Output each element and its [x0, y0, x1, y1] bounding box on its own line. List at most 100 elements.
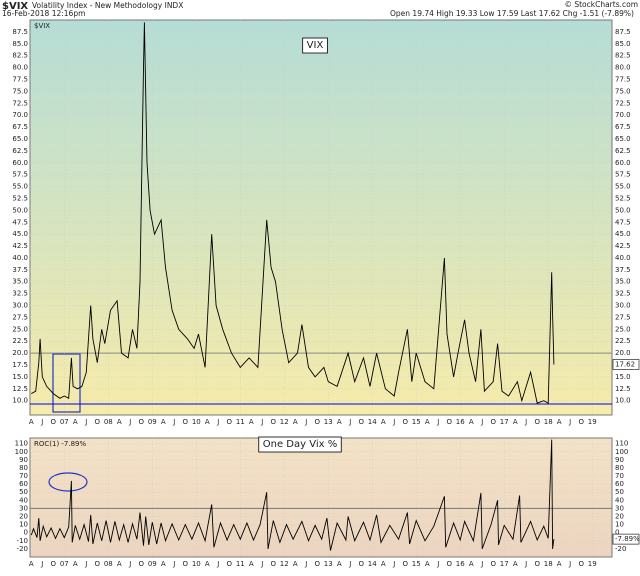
- x-tick-label: J: [568, 418, 571, 426]
- y-tick-label: 20.0: [12, 349, 28, 357]
- x-tick-label: O: [183, 418, 189, 426]
- y-tick-label: 70: [19, 472, 28, 480]
- index-name: Volatility Index - New Methodology INDX: [32, 1, 183, 10]
- x-tick-label: O: [534, 418, 540, 426]
- x-tick-label: A: [249, 418, 254, 426]
- y-tick-label: 47.5: [12, 218, 28, 226]
- y-tick-label: 20: [19, 513, 28, 521]
- last-value-label: 17.62: [615, 360, 635, 368]
- date: 16-Feb-2018 12:16pm: [2, 9, 85, 18]
- x-tick-label: A: [425, 560, 430, 568]
- x-tick-label: J: [40, 418, 43, 426]
- y-tick-label: 50: [19, 488, 28, 496]
- y-tick-label: 60.0: [615, 159, 631, 167]
- x-tick-label: 08: [104, 560, 113, 568]
- x-tick-label: 07: [60, 418, 69, 426]
- x-tick-label: A: [205, 418, 210, 426]
- x-tick-label: A: [337, 560, 342, 568]
- x-tick-label: A: [117, 418, 122, 426]
- x-tick-label: O: [578, 418, 584, 426]
- x-tick-label: A: [29, 560, 34, 568]
- y-tick-label: 72.5: [12, 99, 28, 107]
- x-tick-label: J: [40, 560, 43, 568]
- y-tick-label: -20: [17, 545, 28, 553]
- x-tick-label: O: [446, 560, 452, 568]
- y-tick-label: 60: [19, 480, 28, 488]
- y-tick-label: 10.0: [12, 397, 28, 405]
- x-tick-label: O: [139, 560, 145, 568]
- x-tick-label: 13: [324, 560, 333, 568]
- x-tick-label: 18: [544, 560, 553, 568]
- y-tick-label: 67.5: [12, 123, 28, 131]
- x-tick-label: 12: [280, 560, 289, 568]
- y-tick-label: 17.5: [12, 361, 28, 369]
- x-tick-label: O: [315, 560, 321, 568]
- data-line: [30, 439, 555, 551]
- x-tick-label: 09: [148, 560, 157, 568]
- y-tick-label: 80.0: [12, 64, 28, 72]
- y-tick-label: 57.5: [12, 171, 28, 179]
- y-tick-label: 100: [615, 448, 628, 456]
- y-tick-label: 60: [615, 480, 624, 488]
- y-tick-label: 75.0: [615, 87, 631, 95]
- y-tick-label: 15.0: [615, 373, 631, 381]
- y-tick-label: 45.0: [615, 230, 631, 238]
- y-tick-label: 82.5: [615, 52, 631, 60]
- x-tick-label: J: [172, 418, 175, 426]
- x-tick-label: 09: [148, 418, 157, 426]
- y-tick-label: 85.0: [615, 40, 631, 48]
- y-tick-label: 60.0: [12, 159, 28, 167]
- x-tick-label: J: [436, 418, 439, 426]
- y-tick-label: 47.5: [615, 218, 631, 226]
- y-tick-label: 20: [615, 513, 624, 521]
- x-tick-label: A: [557, 418, 562, 426]
- x-tick-label: J: [84, 418, 87, 426]
- x-tick-label: O: [227, 418, 233, 426]
- y-tick-label: 110: [15, 440, 28, 448]
- x-tick-label: 19: [588, 418, 597, 426]
- x-tick-label: O: [358, 418, 364, 426]
- x-tick-label: 10: [192, 418, 201, 426]
- y-tick-label: 32.5: [12, 290, 28, 298]
- x-tick-label: O: [402, 418, 408, 426]
- y-tick-label: 62.5: [12, 147, 28, 155]
- y-tick-label: 50.0: [615, 206, 631, 214]
- x-tick-label: A: [381, 560, 386, 568]
- y-tick-label: 72.5: [615, 99, 631, 107]
- x-tick-label: 16: [456, 560, 465, 568]
- y-tick-label: 55.0: [12, 183, 28, 191]
- y-tick-label: 110: [615, 440, 628, 448]
- source: © StockCharts.com: [564, 0, 638, 9]
- y-tick-label: 27.5: [615, 313, 631, 321]
- x-tick-label: J: [524, 560, 527, 568]
- title-box: [302, 37, 328, 54]
- y-tick-label: 30: [19, 504, 28, 512]
- y-tick-label: 70.0: [615, 111, 631, 119]
- y-tick-label: 80: [19, 464, 28, 472]
- y-tick-label: 55.0: [615, 183, 631, 191]
- y-tick-label: 65.0: [12, 135, 28, 143]
- x-tick-label: O: [358, 560, 364, 568]
- x-tick-label: O: [183, 560, 189, 568]
- x-tick-label: 19: [588, 560, 597, 568]
- last-value-box: [612, 533, 640, 545]
- y-tick-label: 30.0: [615, 302, 631, 310]
- y-tick-label: 27.5: [12, 313, 28, 321]
- x-tick-label: O: [490, 418, 496, 426]
- y-tick-label: 77.5: [12, 75, 28, 83]
- x-tick-label: 13: [324, 418, 333, 426]
- y-tick-label: 80.0: [615, 64, 631, 72]
- y-tick-label: 0: [615, 529, 619, 537]
- y-tick-label: 70.0: [12, 111, 28, 119]
- x-tick-label: J: [260, 560, 263, 568]
- data-line: [31, 22, 555, 404]
- x-tick-label: 15: [412, 418, 421, 426]
- x-tick-label: O: [227, 560, 233, 568]
- x-tick-label: A: [469, 560, 474, 568]
- y-tick-label: 70: [615, 472, 624, 480]
- x-tick-label: A: [293, 418, 298, 426]
- x-tick-label: 17: [500, 560, 509, 568]
- y-tick-label: 32.5: [615, 290, 631, 298]
- x-tick-label: O: [271, 418, 277, 426]
